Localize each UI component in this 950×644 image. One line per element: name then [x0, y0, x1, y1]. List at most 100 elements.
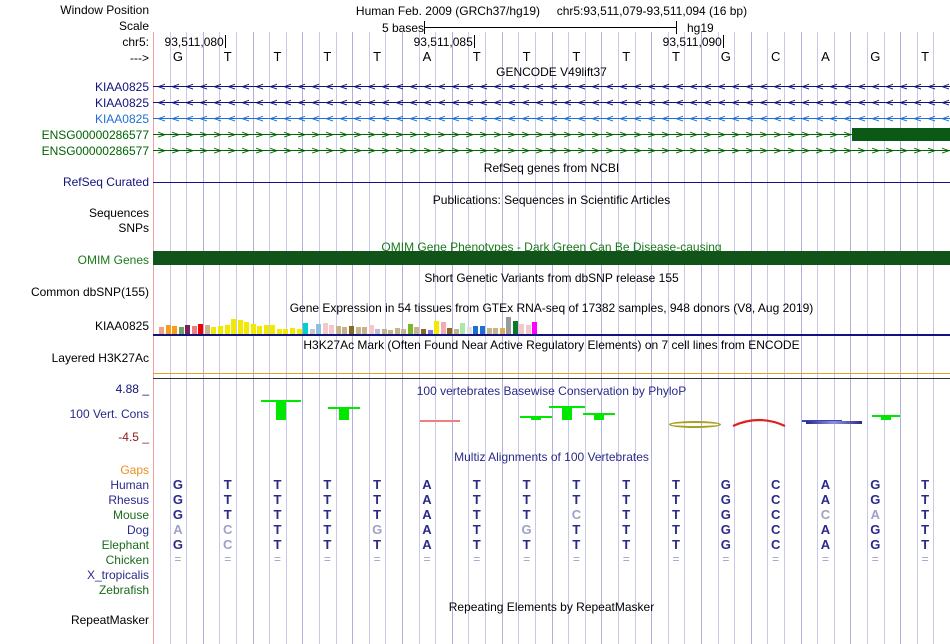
gencode-transcript-line[interactable]: < < < < < < < < < < < < < < < < < < < < < < < < < < < < < < < < < < < < < < < <…	[153, 80, 950, 93]
conservation-bar[interactable]	[562, 406, 573, 420]
refseq-curated-label[interactable]: RefSeq Curated	[62, 175, 149, 189]
gtex-tissue-bar[interactable]	[394, 328, 400, 334]
gencode-transcript-line[interactable]: > > > > > > > > > > > > > > > > > > > > > > > > > > > > > > > > > > > > > > > >…	[153, 144, 950, 157]
gtex-tissue-bar[interactable]	[303, 323, 309, 334]
gtex-tissue-bar[interactable]	[381, 329, 387, 334]
gencode-transcript-line[interactable]: > > > > > > > > > > > > > > > > > > > > > > > > > > > > > > > > > > > > > > > >…	[153, 128, 950, 141]
sequences-label[interactable]: Sequences	[88, 206, 149, 220]
gtex-tissue-bar[interactable]	[217, 326, 223, 334]
conservation-bar[interactable]	[275, 400, 286, 420]
gtex-expression-chart[interactable]	[153, 313, 950, 334]
gtex-tissue-bar[interactable]	[401, 329, 407, 334]
gtex-tissue-bar[interactable]	[506, 317, 512, 334]
conservation-bar[interactable]	[594, 413, 605, 420]
conservation-lens-shape[interactable]	[668, 421, 721, 428]
conservation-bar[interactable]	[530, 416, 541, 420]
gtex-tissue-bar[interactable]	[453, 329, 459, 334]
gtex-tissue-bar[interactable]	[362, 327, 368, 334]
species-label[interactable]: Elephant	[101, 538, 149, 552]
gtex-tissue-bar[interactable]	[309, 329, 315, 334]
gtex-tissue-bar[interactable]	[316, 324, 322, 334]
gtex-tissue-bar[interactable]	[493, 328, 499, 334]
gtex-tissue-bar[interactable]	[466, 327, 472, 334]
exon-block[interactable]	[852, 128, 950, 141]
gtex-tissue-bar[interactable]	[434, 321, 440, 334]
gencode-transcript-line[interactable]: < < < < < < < < < < < < < < < < < < < < < < < < < < < < < < < < < < < < < < < <…	[153, 96, 950, 109]
gtex-tissue-bar[interactable]	[355, 327, 361, 334]
species-label[interactable]: Dog	[126, 523, 149, 537]
gtex-tissue-bar[interactable]	[479, 326, 485, 334]
gtex-tissue-bar[interactable]	[290, 328, 295, 334]
gencode-gene-label[interactable]: KIAA0825	[94, 96, 149, 110]
gtex-tissue-bar[interactable]	[165, 325, 171, 334]
layered-h3k27ac-label[interactable]: Layered H3K27Ac	[51, 351, 149, 365]
gtex-tissue-bar[interactable]	[250, 324, 256, 334]
gtex-tissue-bar[interactable]	[486, 328, 492, 334]
conservation-label[interactable]: 100 Vert. Cons	[69, 407, 149, 421]
species-label[interactable]: Mouse	[112, 508, 149, 522]
omim-gene-bar[interactable]	[153, 251, 950, 265]
gtex-tissue-bar[interactable]	[512, 321, 518, 334]
gtex-tissue-bar[interactable]	[447, 328, 453, 334]
conservation-bar[interactable]	[339, 407, 350, 420]
gtex-tissue-bar[interactable]	[270, 325, 276, 334]
gtex-tissue-bar[interactable]	[335, 326, 341, 334]
gtex-tissue-bar[interactable]	[427, 330, 433, 334]
omim-genes-label[interactable]: OMIM Genes	[77, 253, 149, 267]
conservation-arc[interactable]	[731, 415, 787, 429]
gtex-tissue-bar[interactable]	[342, 327, 348, 334]
gtex-tissue-bar[interactable]	[159, 327, 164, 334]
gaps-label[interactable]: Gaps	[120, 463, 149, 477]
gtex-tissue-bar[interactable]	[388, 330, 394, 334]
gtex-gene-label[interactable]: KIAA0825	[94, 319, 149, 333]
gtex-tissue-bar[interactable]	[407, 324, 413, 334]
gtex-tissue-bar[interactable]	[276, 329, 282, 334]
gtex-tissue-bar[interactable]	[322, 323, 328, 334]
conservation-bar[interactable]	[881, 415, 892, 420]
gtex-tissue-bar[interactable]	[263, 325, 269, 334]
gtex-tissue-bar[interactable]	[329, 325, 335, 334]
gtex-tissue-bar[interactable]	[257, 326, 263, 334]
snps-label[interactable]: SNPs	[118, 221, 149, 235]
species-label[interactable]: Chicken	[105, 553, 149, 567]
gencode-gene-label[interactable]: ENSG00000286577	[41, 128, 149, 142]
species-label[interactable]: Zebrafish	[98, 583, 149, 597]
gtex-tissue-bar[interactable]	[178, 327, 184, 334]
gtex-tissue-bar[interactable]	[499, 328, 505, 334]
gtex-tissue-bar[interactable]	[368, 325, 374, 334]
species-label[interactable]: X_tropicalis	[86, 568, 149, 582]
gtex-tissue-bar[interactable]	[185, 325, 191, 334]
gtex-tissue-bar[interactable]	[473, 326, 479, 334]
gtex-tissue-bar[interactable]	[375, 329, 381, 334]
gtex-tissue-bar[interactable]	[348, 326, 354, 334]
gtex-tissue-bar[interactable]	[172, 326, 178, 334]
species-label[interactable]: Rhesus	[108, 493, 149, 507]
repeatmasker-label[interactable]: RepeatMasker	[70, 613, 149, 627]
gencode-gene-label[interactable]: KIAA0825	[94, 80, 149, 94]
gtex-tissue-bar[interactable]	[283, 329, 289, 334]
gtex-tissue-bar[interactable]	[211, 327, 217, 334]
gtex-tissue-bar[interactable]	[296, 329, 302, 334]
gtex-tissue-bar[interactable]	[519, 324, 525, 334]
conservation-blue-line[interactable]	[806, 421, 863, 424]
gtex-tissue-bar[interactable]	[525, 325, 531, 334]
common-dbsnp-label[interactable]: Common dbSNP(155)	[30, 285, 149, 299]
gtex-tissue-bar[interactable]	[231, 319, 237, 334]
gencode-gene-label[interactable]: ENSG00000286577	[41, 144, 149, 158]
species-label[interactable]: Human	[110, 478, 149, 492]
gtex-tissue-bar[interactable]	[532, 322, 538, 334]
coordinate-range[interactable]: chr5:93,511,079-93,511,094 (16 bp)	[556, 4, 748, 18]
gtex-tissue-bar[interactable]	[244, 322, 250, 334]
gtex-tissue-bar[interactable]	[460, 323, 466, 334]
gtex-tissue-bar[interactable]	[440, 322, 446, 334]
gencode-gene-label[interactable]: KIAA0825	[94, 112, 149, 126]
gtex-tissue-bar[interactable]	[191, 326, 197, 334]
gencode-transcript-line[interactable]: < < < < < < < < < < < < < < < < < < < < < < < < < < < < < < < < < < < < < < < <…	[153, 112, 950, 125]
gtex-tissue-bar[interactable]	[204, 325, 210, 334]
gtex-tissue-bar[interactable]	[224, 325, 230, 334]
conservation-chart[interactable]	[153, 380, 950, 445]
gtex-tissue-bar[interactable]	[198, 324, 204, 334]
gtex-tissue-bar[interactable]	[414, 327, 420, 334]
gtex-tissue-bar[interactable]	[237, 320, 243, 334]
gtex-tissue-bar[interactable]	[421, 329, 426, 334]
